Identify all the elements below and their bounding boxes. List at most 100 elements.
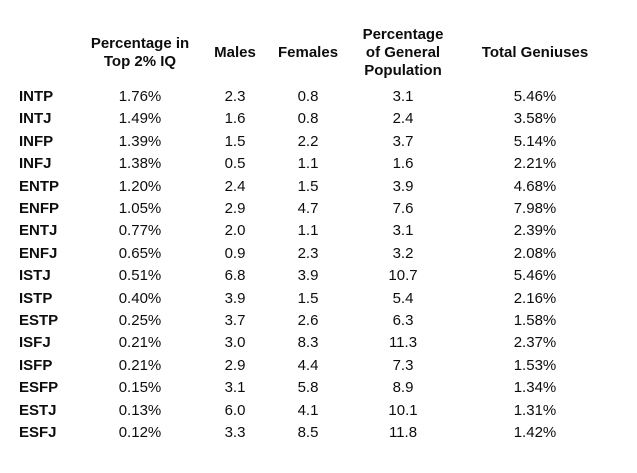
females-cell: 1.1 (297, 155, 319, 173)
type-cell: ISFP (19, 356, 53, 374)
table-body: INTP 1.76% 2.3 0.8 3.1 5.46% INTJ 1.49% … (0, 86, 602, 445)
females-cell: 1.1 (297, 222, 319, 240)
table-row: ESFP 0.15% 3.1 5.8 8.9 1.34% (0, 377, 602, 399)
total-geniuses-column-header: Total Geniuses (481, 44, 589, 61)
header-line: Percentage in (90, 35, 190, 52)
females-cell: 5.8 (297, 379, 319, 397)
males-cell: 6.0 (224, 401, 246, 419)
type-cell: INFP (19, 132, 54, 150)
males-cell: 6.8 (224, 267, 246, 285)
females-cell: 3.9 (297, 267, 319, 285)
pct-general-population-cell: 5.4 (392, 289, 414, 307)
type-cell: ISTP (19, 289, 53, 307)
total-geniuses-cell: 1.53% (513, 356, 557, 374)
females-cell: 0.8 (297, 88, 319, 105)
type-cell: ISFJ (19, 334, 51, 352)
females-cell: 2.6 (297, 312, 319, 330)
type-column-header (0, 20, 88, 86)
females-cell: 2.3 (297, 244, 319, 262)
header-row: Percentage in Top 2% IQ Males Females Pe… (0, 20, 602, 86)
total-geniuses-cell: 5.46% (513, 267, 557, 285)
pct-general-population-cell: 7.6 (392, 200, 414, 218)
pct-general-population-cell: 10.1 (388, 401, 418, 419)
type-cell: ENTP (19, 177, 60, 195)
total-geniuses-cell: 1.58% (513, 312, 557, 330)
total-geniuses-cell: 7.98% (513, 200, 557, 218)
pct-top2-iq-cell: 0.13% (118, 401, 162, 419)
table-row: ISTJ 0.51% 6.8 3.9 10.7 5.46% (0, 265, 602, 287)
total-geniuses-cell: 4.68% (513, 177, 557, 195)
pct-general-population-cell: 10.7 (388, 267, 418, 285)
females-column-header: Females (278, 44, 339, 61)
total-geniuses-cell: 1.31% (513, 401, 557, 419)
total-geniuses-cell: 2.16% (513, 289, 557, 307)
pct-top2-iq-cell: 0.25% (118, 312, 162, 330)
pct-top2-iq-cell: 1.76% (118, 88, 162, 105)
pct-general-population-cell: 7.3 (392, 356, 414, 374)
pct-top2-iq-cell: 0.65% (118, 244, 162, 262)
pct-top2-iq-cell: 1.20% (118, 177, 162, 195)
total-geniuses-cell: 2.39% (513, 222, 557, 240)
table-row: ISFP 0.21% 2.9 4.4 7.3 1.53% (0, 355, 602, 377)
total-geniuses-cell: 2.21% (513, 155, 557, 173)
type-cell: ESFP (19, 379, 59, 397)
males-cell: 3.3 (224, 424, 246, 442)
females-cell: 1.5 (297, 177, 319, 195)
pct-general-population-cell: 11.3 (388, 334, 418, 352)
total-geniuses-cell: 3.58% (513, 110, 557, 128)
header-line: of General (365, 44, 441, 61)
pct-general-population-cell: 3.1 (392, 222, 414, 240)
total-geniuses-cell: 5.14% (513, 132, 557, 150)
total-geniuses-cell: 5.46% (513, 88, 557, 105)
table-row: ESFJ 0.12% 3.3 8.5 11.8 1.42% (0, 422, 602, 444)
males-cell: 0.9 (224, 244, 246, 262)
males-cell: 3.9 (224, 289, 246, 307)
males-cell: 3.7 (224, 312, 246, 330)
males-cell: 1.5 (224, 132, 246, 150)
type-cell: ENFJ (19, 244, 58, 262)
type-cell: ENTJ (19, 222, 58, 240)
table-row: ISFJ 0.21% 3.0 8.3 11.3 2.37% (0, 332, 602, 354)
table-row: INTP 1.76% 2.3 0.8 3.1 5.46% (0, 86, 602, 108)
males-cell: 1.6 (224, 110, 246, 128)
pct-top2-iq-column-header: Percentage in Top 2% IQ (88, 20, 192, 86)
males-cell: 0.5 (224, 155, 246, 173)
males-cell: 2.3 (224, 88, 246, 105)
pct-top2-iq-cell: 0.21% (118, 334, 162, 352)
total-geniuses-cell: 1.42% (513, 424, 557, 442)
pct-top2-iq-cell: 1.49% (118, 110, 162, 128)
males-cell: 2.0 (224, 222, 246, 240)
type-cell: ISTJ (19, 267, 51, 285)
table-row: ESTJ 0.13% 6.0 4.1 10.1 1.31% (0, 400, 602, 422)
total-geniuses-cell: 2.37% (513, 334, 557, 352)
type-cell: ESTP (19, 312, 59, 330)
total-geniuses-cell: 2.08% (513, 244, 557, 262)
type-cell: INFJ (19, 155, 52, 173)
type-cell: INTJ (19, 110, 52, 128)
pct-general-population-column-header: Percentage of General Population (338, 20, 468, 86)
females-cell: 8.3 (297, 334, 319, 352)
table-row: ENTP 1.20% 2.4 1.5 3.9 4.68% (0, 176, 602, 198)
pct-general-population-cell: 6.3 (392, 312, 414, 330)
header-line: Population (364, 62, 442, 79)
table-row: ENFJ 0.65% 0.9 2.3 3.2 2.08% (0, 243, 602, 265)
table-row: ISTP 0.40% 3.9 1.5 5.4 2.16% (0, 288, 602, 310)
pct-top2-iq-cell: 0.15% (118, 379, 162, 397)
pct-general-population-cell: 3.7 (392, 132, 414, 150)
total-geniuses-cell: 1.34% (513, 379, 557, 397)
table-row: INTJ 1.49% 1.6 0.8 2.4 3.58% (0, 108, 602, 130)
table-header: Percentage in Top 2% IQ Males Females Pe… (0, 20, 602, 86)
table-row: ESTP 0.25% 3.7 2.6 6.3 1.58% (0, 310, 602, 332)
pct-top2-iq-cell: 0.77% (118, 222, 162, 240)
pct-top2-iq-cell: 0.21% (118, 356, 162, 374)
pct-top2-iq-cell: 0.40% (118, 289, 162, 307)
pct-general-population-cell: 3.1 (392, 88, 414, 105)
table-row: ENTJ 0.77% 2.0 1.1 3.1 2.39% (0, 220, 602, 242)
males-cell: 3.0 (224, 334, 246, 352)
type-cell: ESTJ (19, 401, 57, 419)
females-cell: 4.7 (297, 200, 319, 218)
pct-top2-iq-cell: 1.38% (118, 155, 162, 173)
table-row: ENFP 1.05% 2.9 4.7 7.6 7.98% (0, 198, 602, 220)
females-cell: 0.8 (297, 110, 319, 128)
females-cell: 4.4 (297, 356, 319, 374)
